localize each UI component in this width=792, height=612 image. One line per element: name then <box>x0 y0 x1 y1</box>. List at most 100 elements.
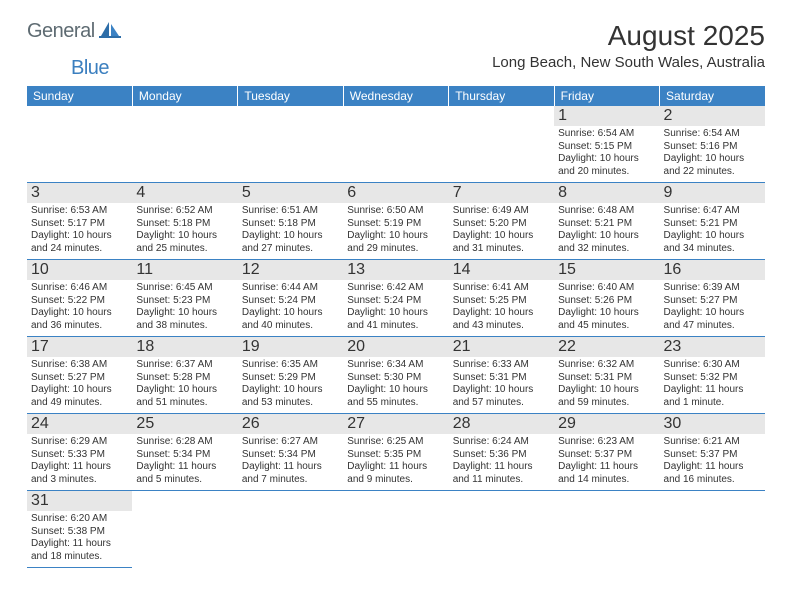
day-number-cell: 30 <box>660 414 765 435</box>
day-number-cell: 5 <box>238 183 343 204</box>
sunset-text: Sunset: 5:37 PM <box>664 449 761 462</box>
day-number-cell <box>660 491 765 512</box>
day-info-cell <box>343 126 448 183</box>
daylight-text-1: Daylight: 10 hours <box>664 307 761 320</box>
header-monday: Monday <box>132 86 237 106</box>
daylight-text-1: Daylight: 10 hours <box>31 384 128 397</box>
day-info-cell <box>132 511 237 568</box>
daylight-text-2: and 7 minutes. <box>242 474 339 487</box>
day-number-cell: 9 <box>660 183 765 204</box>
daylight-text-1: Daylight: 11 hours <box>347 461 444 474</box>
daylight-text-2: and 1 minute. <box>664 397 761 410</box>
daylight-text-1: Daylight: 10 hours <box>558 230 655 243</box>
sunset-text: Sunset: 5:29 PM <box>242 372 339 385</box>
daylight-text-1: Daylight: 11 hours <box>664 461 761 474</box>
day-number-cell: 14 <box>449 260 554 281</box>
daylight-text-2: and 18 minutes. <box>31 551 128 564</box>
day-number-cell <box>449 106 554 126</box>
sunset-text: Sunset: 5:20 PM <box>453 218 550 231</box>
day-number-cell: 24 <box>27 414 132 435</box>
day-number-cell <box>554 491 659 512</box>
header-friday: Friday <box>554 86 659 106</box>
sunrise-text: Sunrise: 6:45 AM <box>136 282 233 295</box>
sunrise-text: Sunrise: 6:54 AM <box>558 128 655 141</box>
day-header-row: Sunday Monday Tuesday Wednesday Thursday… <box>27 86 765 106</box>
day-number-cell: 17 <box>27 337 132 358</box>
sunset-text: Sunset: 5:17 PM <box>31 218 128 231</box>
day-info-cell: Sunrise: 6:23 AMSunset: 5:37 PMDaylight:… <box>554 434 659 491</box>
sunset-text: Sunset: 5:31 PM <box>558 372 655 385</box>
daylight-text-2: and 41 minutes. <box>347 320 444 333</box>
daylight-text-2: and 24 minutes. <box>31 243 128 256</box>
daylight-text-1: Daylight: 10 hours <box>347 384 444 397</box>
sunrise-text: Sunrise: 6:49 AM <box>453 205 550 218</box>
day-info-cell <box>132 126 237 183</box>
day-number-cell: 26 <box>238 414 343 435</box>
daylight-text-2: and 34 minutes. <box>664 243 761 256</box>
day-number-row: 17181920212223 <box>27 337 765 358</box>
sunrise-text: Sunrise: 6:51 AM <box>242 205 339 218</box>
daylight-text-2: and 47 minutes. <box>664 320 761 333</box>
logo-text-sub: Blue <box>71 57 109 79</box>
sunrise-text: Sunrise: 6:24 AM <box>453 436 550 449</box>
daylight-text-1: Daylight: 10 hours <box>664 230 761 243</box>
sunrise-text: Sunrise: 6:28 AM <box>136 436 233 449</box>
day-number-cell: 21 <box>449 337 554 358</box>
daylight-text-2: and 53 minutes. <box>242 397 339 410</box>
sunrise-text: Sunrise: 6:52 AM <box>136 205 233 218</box>
day-number-row: 3456789 <box>27 183 765 204</box>
day-number-cell: 2 <box>660 106 765 126</box>
sunrise-text: Sunrise: 6:48 AM <box>558 205 655 218</box>
daylight-text-2: and 11 minutes. <box>453 474 550 487</box>
day-number-cell <box>27 106 132 126</box>
day-info-cell <box>27 126 132 183</box>
day-number-cell <box>238 106 343 126</box>
day-number-row: 31 <box>27 491 765 512</box>
daylight-text-2: and 16 minutes. <box>664 474 761 487</box>
day-info-cell: Sunrise: 6:48 AMSunset: 5:21 PMDaylight:… <box>554 203 659 260</box>
day-info-cell: Sunrise: 6:51 AMSunset: 5:18 PMDaylight:… <box>238 203 343 260</box>
daylight-text-1: Daylight: 10 hours <box>558 153 655 166</box>
day-info-cell: Sunrise: 6:39 AMSunset: 5:27 PMDaylight:… <box>660 280 765 337</box>
day-info-cell: Sunrise: 6:45 AMSunset: 5:23 PMDaylight:… <box>132 280 237 337</box>
sunrise-text: Sunrise: 6:32 AM <box>558 359 655 372</box>
sunset-text: Sunset: 5:22 PM <box>31 295 128 308</box>
day-info-cell: Sunrise: 6:53 AMSunset: 5:17 PMDaylight:… <box>27 203 132 260</box>
day-number-cell <box>132 106 237 126</box>
sunrise-text: Sunrise: 6:33 AM <box>453 359 550 372</box>
day-number-cell: 15 <box>554 260 659 281</box>
sunrise-text: Sunrise: 6:39 AM <box>664 282 761 295</box>
sunrise-text: Sunrise: 6:37 AM <box>136 359 233 372</box>
daylight-text-1: Daylight: 10 hours <box>136 230 233 243</box>
day-info-cell: Sunrise: 6:21 AMSunset: 5:37 PMDaylight:… <box>660 434 765 491</box>
day-number-cell: 10 <box>27 260 132 281</box>
sail-icon <box>99 20 121 43</box>
sunrise-text: Sunrise: 6:40 AM <box>558 282 655 295</box>
header-sunday: Sunday <box>27 86 132 106</box>
daylight-text-2: and 40 minutes. <box>242 320 339 333</box>
daylight-text-2: and 3 minutes. <box>31 474 128 487</box>
day-info-row: Sunrise: 6:29 AMSunset: 5:33 PMDaylight:… <box>27 434 765 491</box>
day-info-cell: Sunrise: 6:47 AMSunset: 5:21 PMDaylight:… <box>660 203 765 260</box>
daylight-text-2: and 57 minutes. <box>453 397 550 410</box>
sunset-text: Sunset: 5:21 PM <box>558 218 655 231</box>
sunset-text: Sunset: 5:15 PM <box>558 141 655 154</box>
daylight-text-1: Daylight: 10 hours <box>558 384 655 397</box>
day-info-cell: Sunrise: 6:42 AMSunset: 5:24 PMDaylight:… <box>343 280 448 337</box>
daylight-text-1: Daylight: 10 hours <box>558 307 655 320</box>
sunrise-text: Sunrise: 6:46 AM <box>31 282 128 295</box>
daylight-text-2: and 55 minutes. <box>347 397 444 410</box>
sunrise-text: Sunrise: 6:25 AM <box>347 436 444 449</box>
daylight-text-1: Daylight: 11 hours <box>664 384 761 397</box>
day-info-cell: Sunrise: 6:37 AMSunset: 5:28 PMDaylight:… <box>132 357 237 414</box>
sunrise-text: Sunrise: 6:47 AM <box>664 205 761 218</box>
day-info-cell <box>449 126 554 183</box>
day-info-cell: Sunrise: 6:27 AMSunset: 5:34 PMDaylight:… <box>238 434 343 491</box>
location: Long Beach, New South Wales, Australia <box>492 54 765 71</box>
daylight-text-1: Daylight: 10 hours <box>453 307 550 320</box>
logo: General <box>27 20 125 43</box>
sunrise-text: Sunrise: 6:53 AM <box>31 205 128 218</box>
day-info-cell: Sunrise: 6:28 AMSunset: 5:34 PMDaylight:… <box>132 434 237 491</box>
sunset-text: Sunset: 5:18 PM <box>242 218 339 231</box>
daylight-text-1: Daylight: 11 hours <box>242 461 339 474</box>
